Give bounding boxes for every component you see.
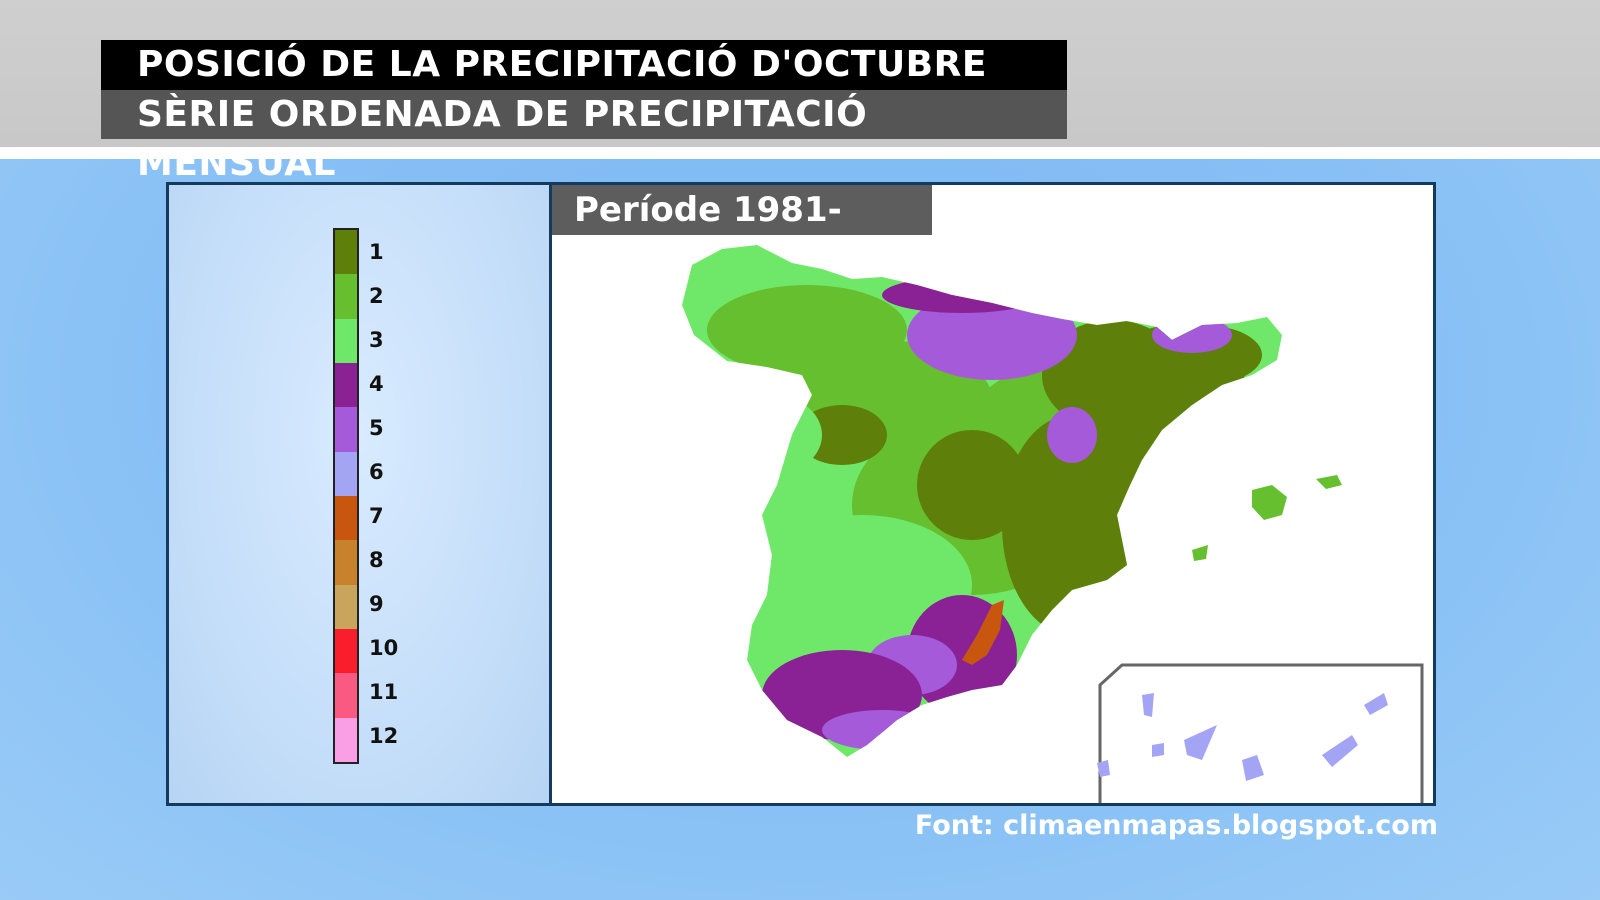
legend-label-7: 7 — [369, 504, 384, 528]
legend-swatch-4 — [335, 362, 357, 408]
island-tenerife — [1184, 725, 1217, 760]
map-panel: 1 2 3 4 5 6 7 8 9 10 11 12 — [166, 182, 1436, 806]
legend-label-4: 4 — [369, 372, 384, 396]
island-la-gomera — [1152, 743, 1164, 757]
legend-swatch-1 — [335, 230, 357, 275]
legend-color-bar — [333, 228, 359, 764]
legend-swatch-2 — [335, 274, 357, 319]
legend-label-12: 12 — [369, 724, 399, 748]
period-label: Període 1981-2010 — [552, 185, 932, 280]
header-divider — [0, 147, 1600, 159]
legend-swatch-12 — [335, 717, 357, 762]
ibiza — [1192, 545, 1208, 561]
legend-label-5: 5 — [369, 416, 384, 440]
canary-inset-frame — [1098, 663, 1424, 803]
island-la-palma — [1142, 693, 1154, 717]
legend-swatch-9 — [335, 584, 357, 629]
map-area: Període 1981-2010 — [552, 185, 1433, 803]
legend-swatch-10 — [335, 628, 357, 674]
legend-swatch-11 — [335, 673, 357, 718]
island-gran-canaria — [1242, 755, 1264, 781]
legend-label-9: 9 — [369, 592, 384, 616]
source-credit: Font: climaenmapas.blogspot.com — [914, 810, 1438, 841]
legend-panel: 1 2 3 4 5 6 7 8 9 10 11 12 — [169, 185, 552, 803]
legend-swatch-3 — [335, 318, 357, 363]
legend-swatch-8 — [335, 540, 357, 585]
island-fuerteventura — [1322, 735, 1358, 767]
mallorca — [1252, 485, 1287, 520]
main-title: POSICIÓ DE LA PRECIPITACIÓ D'OCTUBRE — [101, 40, 1067, 90]
legend-swatch-6 — [335, 451, 357, 496]
legend-swatch-5 — [335, 407, 357, 452]
legend-label-11: 11 — [369, 680, 399, 704]
legend-label-6: 6 — [369, 460, 384, 484]
subtitle: SÈRIE ORDENADA DE PRECIPITACIÓ MENSUAL — [101, 90, 1067, 184]
island-lanzarote — [1364, 693, 1388, 715]
spain-mainland — [682, 245, 1282, 757]
menorca — [1316, 475, 1342, 489]
legend-label-2: 2 — [369, 284, 384, 308]
island-el-hierro — [1097, 760, 1110, 777]
legend-label-1: 1 — [369, 240, 384, 264]
legend-swatch-7 — [335, 495, 357, 541]
spain-map — [682, 245, 1424, 803]
legend-label-10: 10 — [369, 636, 399, 660]
legend-label-8: 8 — [369, 548, 384, 572]
legend-label-3: 3 — [369, 328, 384, 352]
